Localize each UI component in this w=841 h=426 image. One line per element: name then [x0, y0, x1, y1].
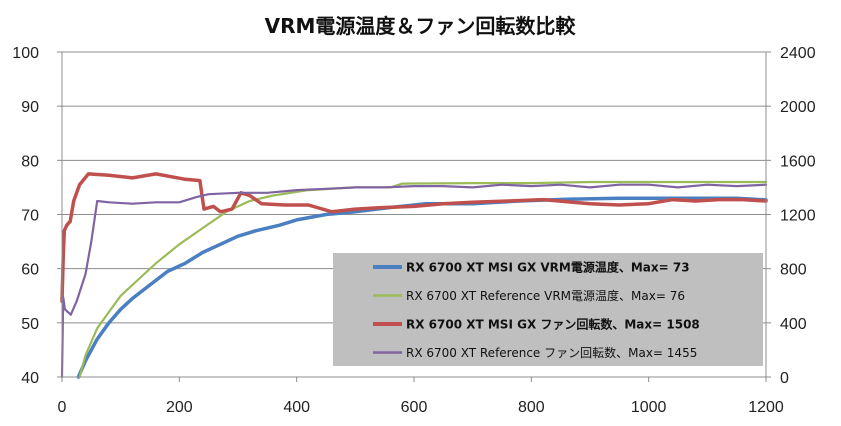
chart-title: VRM電源温度＆ファン回転数比較	[265, 14, 577, 38]
x-tick-label: 800	[518, 399, 545, 416]
y-tick-label-right: 1200	[780, 208, 816, 225]
y-tick-label-left: 100	[12, 45, 39, 62]
y-tick-label-left: 60	[21, 262, 39, 279]
y-tick-label-left: 80	[21, 153, 39, 170]
y-tick-label-left: 40	[21, 370, 39, 387]
y-tick-label-left: 50	[21, 316, 39, 333]
x-tick-label: 0	[58, 399, 67, 416]
x-tick-label: 200	[166, 399, 193, 416]
x-tick-label: 600	[401, 399, 428, 416]
axes	[57, 51, 771, 382]
x-tick-label: 1200	[748, 399, 784, 416]
legend-label: RX 6700 XT MSI GX VRM電源温度、Max= 73	[406, 260, 690, 275]
y-tick-label-left: 90	[21, 99, 39, 116]
x-tick-label: 1000	[631, 399, 667, 416]
y-tick-label-left: 70	[21, 208, 39, 225]
legend: RX 6700 XT MSI GX VRM電源温度、Max= 73 RX 6700…	[333, 253, 763, 366]
x-tick-label: 400	[283, 399, 310, 416]
y-tick-label-right: 400	[780, 316, 807, 333]
y-tick-label-right: 0	[780, 370, 789, 387]
y-tick-label-right: 800	[780, 262, 807, 279]
series-line-3	[60, 172, 768, 303]
legend-box	[333, 253, 763, 366]
y-tick-label-right: 2000	[780, 99, 816, 116]
y-tick-label-right: 1600	[780, 153, 816, 170]
legend-label: RX 6700 XT Reference VRM電源温度、Max= 76	[406, 288, 685, 303]
legend-label: RX 6700 XT Reference ファン回転数、Max= 1455	[406, 345, 697, 360]
y-tick-label-right: 2400	[780, 45, 816, 62]
series-line-2	[78, 180, 768, 379]
series-line-4	[60, 183, 768, 379]
series-layer	[60, 172, 768, 379]
legend-label: RX 6700 XT MSI GX ファン回転数、Max= 1508	[406, 317, 700, 332]
